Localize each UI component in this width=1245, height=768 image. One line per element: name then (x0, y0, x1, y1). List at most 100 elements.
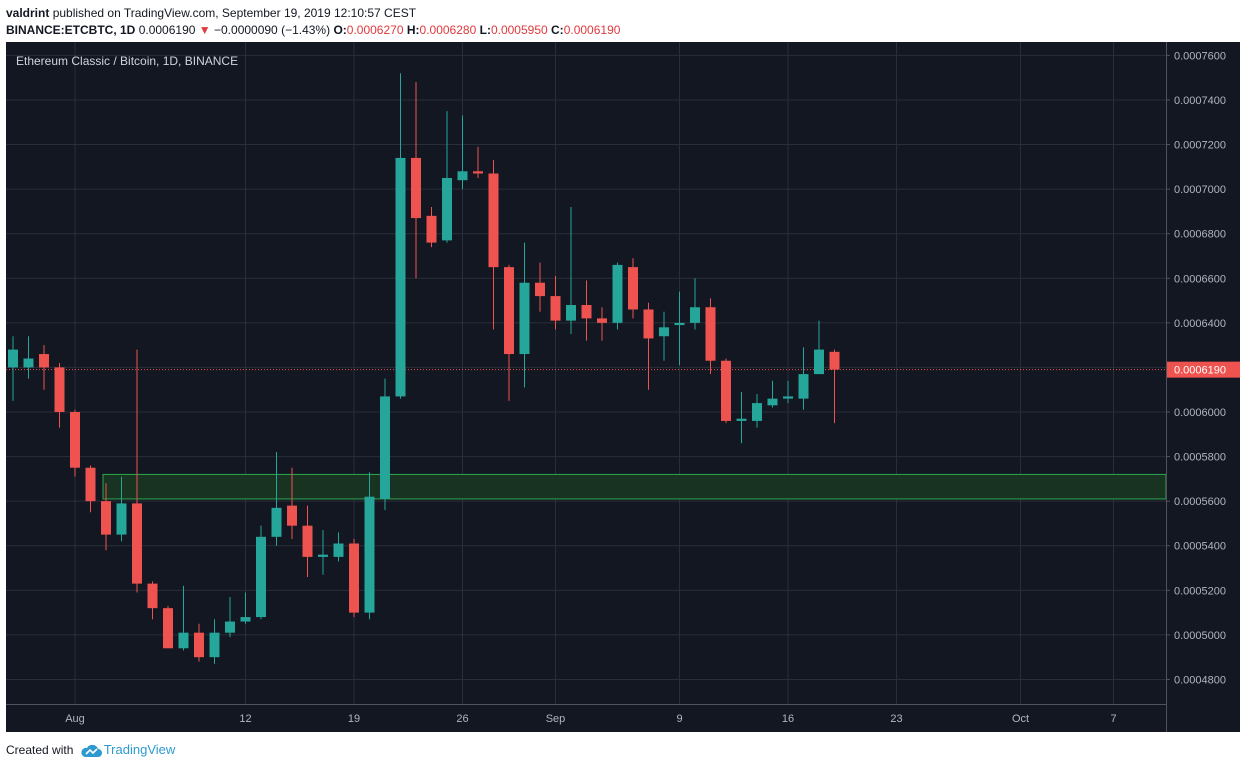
candle-down (721, 358, 731, 424)
candle-body (194, 632, 204, 658)
candle-up (674, 291, 685, 366)
chart-container[interactable]: 0.0007600 0.0007400 0.0007200 0.0007000 0.00… (6, 42, 1240, 732)
support-zone (102, 473, 1167, 500)
candle-up (256, 525, 266, 620)
candle-up (519, 242, 530, 388)
candle-down (473, 146, 483, 178)
candle-up (318, 530, 328, 575)
candle-up (736, 391, 747, 444)
candle-body (225, 621, 235, 633)
candle-body (132, 503, 142, 584)
candle-body (519, 282, 530, 355)
candle-down (287, 467, 297, 540)
candle-body (302, 525, 313, 557)
x-tick-label: 7 (1110, 713, 1116, 725)
low-label: L: (479, 23, 491, 37)
x-tick-label: 19 (348, 713, 360, 725)
candle-down (628, 258, 638, 319)
candle-body (116, 503, 127, 535)
candle-up (116, 476, 127, 542)
symbol-label: BINANCE:ETCBTC, 1D (6, 23, 136, 37)
grid-lines (6, 42, 1166, 704)
candle-body (814, 349, 824, 375)
y-tick-label: 0.0007000 (1174, 184, 1226, 196)
candle-body (54, 367, 65, 413)
candles-layer (8, 73, 840, 664)
candle-body (628, 267, 638, 310)
candle-body (85, 467, 96, 502)
x-tick-label: 16 (782, 713, 794, 725)
candle-body (550, 296, 561, 321)
down-arrow-icon: ▼ (198, 23, 211, 37)
candle-down (54, 362, 65, 428)
tradingview-brand-link[interactable]: TradingView (103, 742, 176, 757)
y-tick-label: 0.0005600 (1174, 496, 1226, 508)
candle-body (457, 171, 468, 181)
candle-body (426, 215, 437, 243)
change-value: −0.0000090 (−1.43%) (214, 23, 331, 37)
candle-body (395, 157, 406, 397)
last-price-badge (1167, 361, 1240, 378)
x-tick-label: Aug (65, 713, 85, 725)
open-value: 0.0006270 (346, 23, 404, 37)
candle-up (225, 597, 235, 638)
tradingview-cloud-icon (81, 744, 102, 757)
candle-up (767, 380, 778, 408)
candle-body (612, 264, 623, 323)
candle-down (426, 206, 437, 248)
candle-body (659, 327, 669, 337)
candle-body (736, 418, 747, 421)
candle-down (132, 349, 142, 593)
candlestick-chart[interactable]: 0.0007600 0.0007400 0.0007200 0.0007000 0.00… (6, 42, 1240, 732)
candle-up (178, 585, 189, 651)
publish-header: valdrint published on TradingView.com, S… (6, 4, 416, 22)
candle-up (457, 115, 468, 190)
candle-body (163, 608, 173, 649)
x-tick-label: 12 (239, 713, 251, 725)
candle-body (39, 354, 49, 368)
x-tick-label: 9 (676, 713, 682, 725)
last-price-value: 0.0006190 (138, 23, 196, 37)
candle-up (23, 336, 34, 379)
candle-body (597, 318, 607, 323)
candle-body (767, 398, 778, 406)
candle-up (395, 73, 406, 399)
candle-down (39, 345, 49, 390)
candle-body (690, 307, 700, 323)
candle-body (752, 403, 762, 421)
candle-body (23, 358, 34, 368)
candle-body (705, 307, 716, 361)
candle-up (798, 347, 809, 410)
ohlc-line: BINANCE:ETCBTC, 1D 0.0006190 ▼ −0.000009… (6, 21, 620, 39)
candle-up (814, 320, 824, 375)
candle-body (674, 322, 685, 326)
candle-up (271, 452, 282, 546)
published-text: published on TradingView.com, September … (52, 6, 417, 20)
close-label: C: (551, 23, 564, 37)
candle-body (333, 543, 344, 557)
candle-body (240, 617, 251, 622)
close-value: 0.0006190 (563, 23, 621, 37)
low-value: 0.0005950 (490, 23, 548, 37)
candle-body (721, 360, 731, 421)
candle-up (8, 336, 18, 401)
y-tick-label: 0.0005000 (1174, 630, 1226, 642)
candle-down (829, 349, 840, 424)
candle-down (411, 82, 421, 279)
publisher-name[interactable]: valdrint (6, 6, 50, 20)
candle-body (364, 496, 375, 613)
candle-down (550, 276, 561, 330)
candle-up (566, 206, 576, 334)
axes-layer: 0.0007600 0.0007400 0.0007200 0.0007000 0.00… (6, 42, 1240, 732)
candle-up (783, 380, 793, 404)
candle-body (473, 171, 483, 174)
candle-up (333, 532, 344, 562)
candle-body (147, 583, 158, 609)
candle-body (380, 396, 390, 499)
candle-up (442, 111, 452, 243)
candle-up (659, 311, 669, 361)
candle-body (8, 349, 18, 368)
candle-body (442, 177, 452, 241)
candle-up (690, 278, 700, 330)
candle-body (504, 267, 514, 355)
